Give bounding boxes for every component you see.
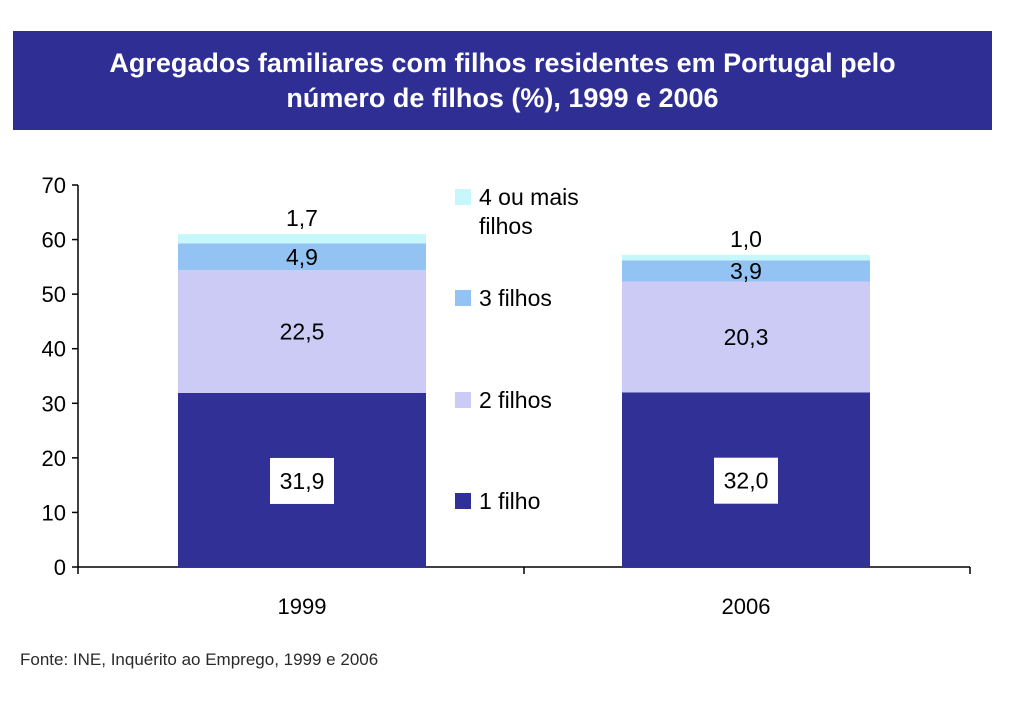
legend-label: 3 filhos — [479, 285, 552, 311]
data-label: 3,9 — [730, 258, 762, 284]
x-category-label: 1999 — [278, 594, 327, 619]
data-label: 22,5 — [280, 319, 325, 345]
chart-title-line-1: Agregados familiares com filhos resident… — [109, 47, 896, 78]
data-label: 4,9 — [286, 244, 318, 270]
y-tick-label: 20 — [42, 446, 66, 471]
bar-segment — [622, 260, 870, 282]
legend-swatch — [455, 392, 471, 408]
y-tick-label: 0 — [54, 555, 66, 580]
bar-segment — [622, 254, 870, 261]
x-category-label: 2006 — [722, 594, 771, 619]
bar-segment — [178, 234, 426, 244]
data-label: 1,0 — [730, 226, 762, 252]
y-tick-label: 10 — [42, 500, 66, 525]
y-tick-label: 40 — [42, 337, 66, 362]
data-label: 20,3 — [724, 324, 769, 350]
legend-label: 4 ou mais — [479, 184, 579, 210]
data-label: 1,7 — [286, 205, 318, 231]
legend-swatch — [455, 290, 471, 306]
y-tick-label: 50 — [42, 282, 66, 307]
chart-title-banner: Agregados familiares com filhos resident… — [13, 31, 992, 130]
legend-label: filhos — [479, 213, 533, 239]
source-note: Fonte: INE, Inquérito ao Emprego, 1999 e… — [20, 650, 379, 669]
legend-label: 2 filhos — [479, 387, 552, 413]
data-label: 32,0 — [724, 468, 769, 494]
legend-label: 1 filho — [479, 488, 540, 514]
bar-segment — [178, 243, 426, 271]
data-label: 31,9 — [280, 468, 325, 494]
data-label-box — [714, 457, 778, 504]
y-tick-label: 60 — [42, 228, 66, 253]
bar-segment — [178, 270, 426, 393]
data-label-box — [270, 457, 334, 504]
y-tick-label: 70 — [42, 173, 66, 198]
legend-swatch — [455, 189, 471, 205]
y-tick-label: 30 — [42, 391, 66, 416]
bar-segment — [622, 281, 870, 393]
legend-swatch — [455, 493, 471, 509]
chart-title-line-2: número de filhos (%), 1999 e 2006 — [286, 82, 719, 113]
